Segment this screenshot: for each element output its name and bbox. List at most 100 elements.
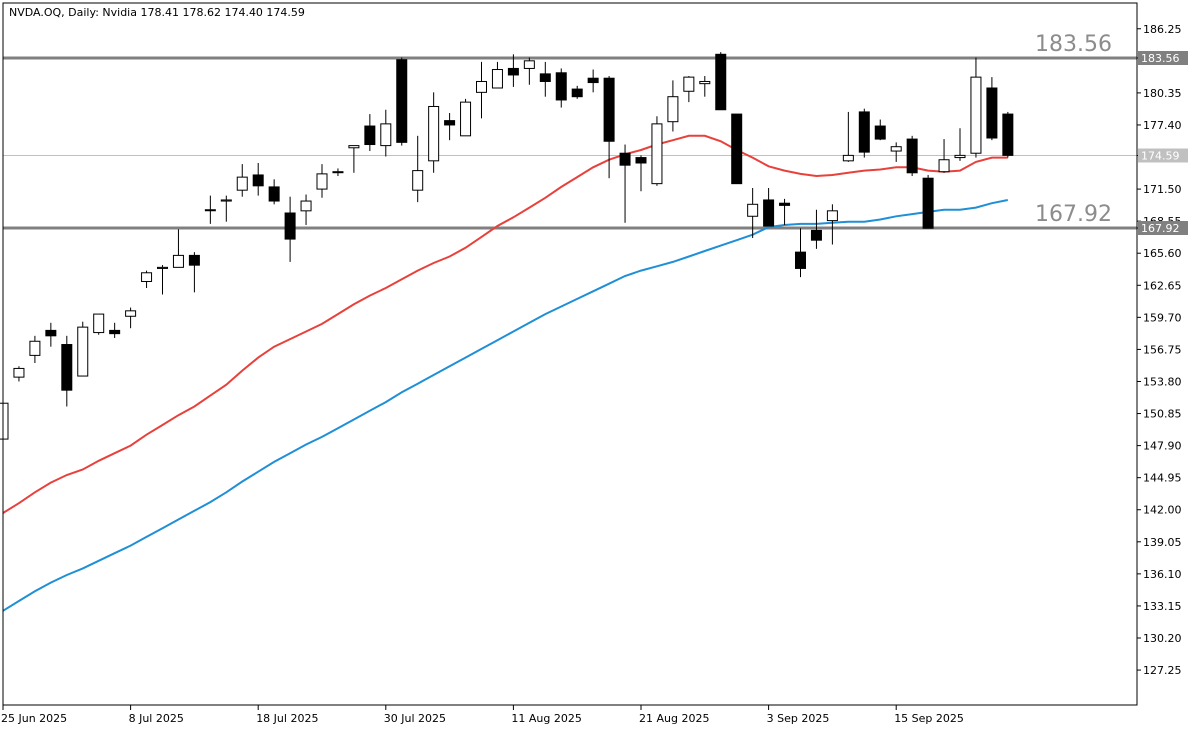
candle-body xyxy=(364,125,376,146)
candle-body xyxy=(300,200,312,212)
candle[interactable] xyxy=(348,145,360,173)
candle[interactable] xyxy=(986,77,998,141)
candle[interactable] xyxy=(491,61,503,89)
candle[interactable] xyxy=(635,155,647,192)
candle[interactable] xyxy=(204,195,216,224)
candle[interactable] xyxy=(236,164,248,197)
candle[interactable] xyxy=(332,168,344,177)
candle[interactable] xyxy=(476,61,487,119)
candle-body xyxy=(268,186,280,202)
candle-body xyxy=(444,120,456,126)
level-price-tag: 183.56 xyxy=(1141,52,1180,65)
candle[interactable] xyxy=(284,196,296,262)
candle-body xyxy=(428,105,440,162)
candle[interactable] xyxy=(571,85,583,99)
y-axis-tick-label: 165.60 xyxy=(1143,247,1182,260)
candle[interactable] xyxy=(1002,111,1014,158)
candle[interactable] xyxy=(699,76,711,97)
candle[interactable] xyxy=(141,270,153,288)
y-axis-tick-label: 127.25 xyxy=(1143,664,1182,677)
candle-body xyxy=(188,254,200,266)
candle[interactable] xyxy=(412,135,424,203)
candle[interactable] xyxy=(539,61,551,97)
candle[interactable] xyxy=(731,113,743,185)
candle-body xyxy=(507,67,519,76)
y-axis-tick-label: 177.40 xyxy=(1143,119,1182,132)
candle[interactable] xyxy=(444,113,456,141)
candle-body xyxy=(0,402,9,440)
last-price-tag: 174.59 xyxy=(1141,150,1180,163)
candle[interactable] xyxy=(45,322,57,347)
candle-body xyxy=(619,152,631,166)
candle[interactable] xyxy=(779,198,791,225)
candle[interactable] xyxy=(157,265,168,295)
candle[interactable] xyxy=(93,313,105,335)
candle[interactable] xyxy=(268,179,280,205)
candle[interactable] xyxy=(715,52,727,111)
level-price-tag-bg xyxy=(1138,51,1188,65)
candle[interactable] xyxy=(220,195,232,222)
candle[interactable] xyxy=(603,76,615,179)
candle[interactable] xyxy=(667,80,679,132)
candle[interactable] xyxy=(29,335,41,363)
candle[interactable] xyxy=(810,209,822,249)
x-axis-tick-label: 25 Jun 2025 xyxy=(1,712,67,725)
candle[interactable] xyxy=(587,69,599,93)
candle[interactable] xyxy=(922,174,934,229)
candle[interactable] xyxy=(938,139,950,173)
last-price-tag-bg xyxy=(1138,148,1188,163)
candle[interactable] xyxy=(13,366,25,382)
candle-body xyxy=(842,154,854,162)
candle-body xyxy=(61,344,73,391)
candle[interactable] xyxy=(77,321,89,377)
candle[interactable] xyxy=(172,229,184,268)
candle-body xyxy=(970,76,982,154)
candle[interactable] xyxy=(188,252,200,293)
candle-body xyxy=(779,202,791,206)
candle-body xyxy=(810,229,822,241)
candle[interactable] xyxy=(763,188,775,227)
candle[interactable] xyxy=(890,142,902,162)
candle[interactable] xyxy=(300,194,312,225)
y-axis-tick-label: 150.85 xyxy=(1143,408,1182,421)
candle-body xyxy=(77,326,89,377)
y-axis-tick-label: 133.15 xyxy=(1143,600,1182,613)
candle[interactable] xyxy=(428,92,440,173)
candle[interactable] xyxy=(316,164,328,198)
candle[interactable] xyxy=(523,57,535,85)
candle-body xyxy=(1002,113,1014,156)
candle-body xyxy=(284,212,296,240)
candle[interactable] xyxy=(954,128,966,161)
candle[interactable] xyxy=(380,109,392,157)
candle[interactable] xyxy=(842,111,854,162)
candle[interactable] xyxy=(970,57,982,158)
candle[interactable] xyxy=(747,188,759,238)
candle[interactable] xyxy=(795,228,806,278)
candle[interactable] xyxy=(460,98,472,137)
moving-average-fast-line xyxy=(2,134,1008,514)
candle[interactable] xyxy=(906,135,918,177)
candle-body xyxy=(220,199,232,202)
candle[interactable] xyxy=(61,335,73,407)
candle[interactable] xyxy=(555,68,567,108)
candle[interactable] xyxy=(683,76,695,103)
candle[interactable] xyxy=(364,114,376,152)
candle-body xyxy=(699,80,711,85)
candle[interactable] xyxy=(874,119,886,141)
candle-body xyxy=(539,73,551,82)
candle[interactable] xyxy=(109,322,121,338)
plot-frame xyxy=(2,2,1138,706)
candle[interactable] xyxy=(507,54,519,87)
candle[interactable] xyxy=(651,116,663,186)
level-label: 183.56 xyxy=(1035,32,1112,57)
candle[interactable] xyxy=(826,204,838,245)
candle-body xyxy=(571,88,583,98)
candle[interactable] xyxy=(125,307,137,329)
candle[interactable] xyxy=(252,163,264,196)
candle[interactable] xyxy=(619,144,631,223)
level-price-tag: 167.92 xyxy=(1141,222,1180,235)
candle[interactable] xyxy=(396,57,408,146)
candle[interactable] xyxy=(858,108,870,158)
